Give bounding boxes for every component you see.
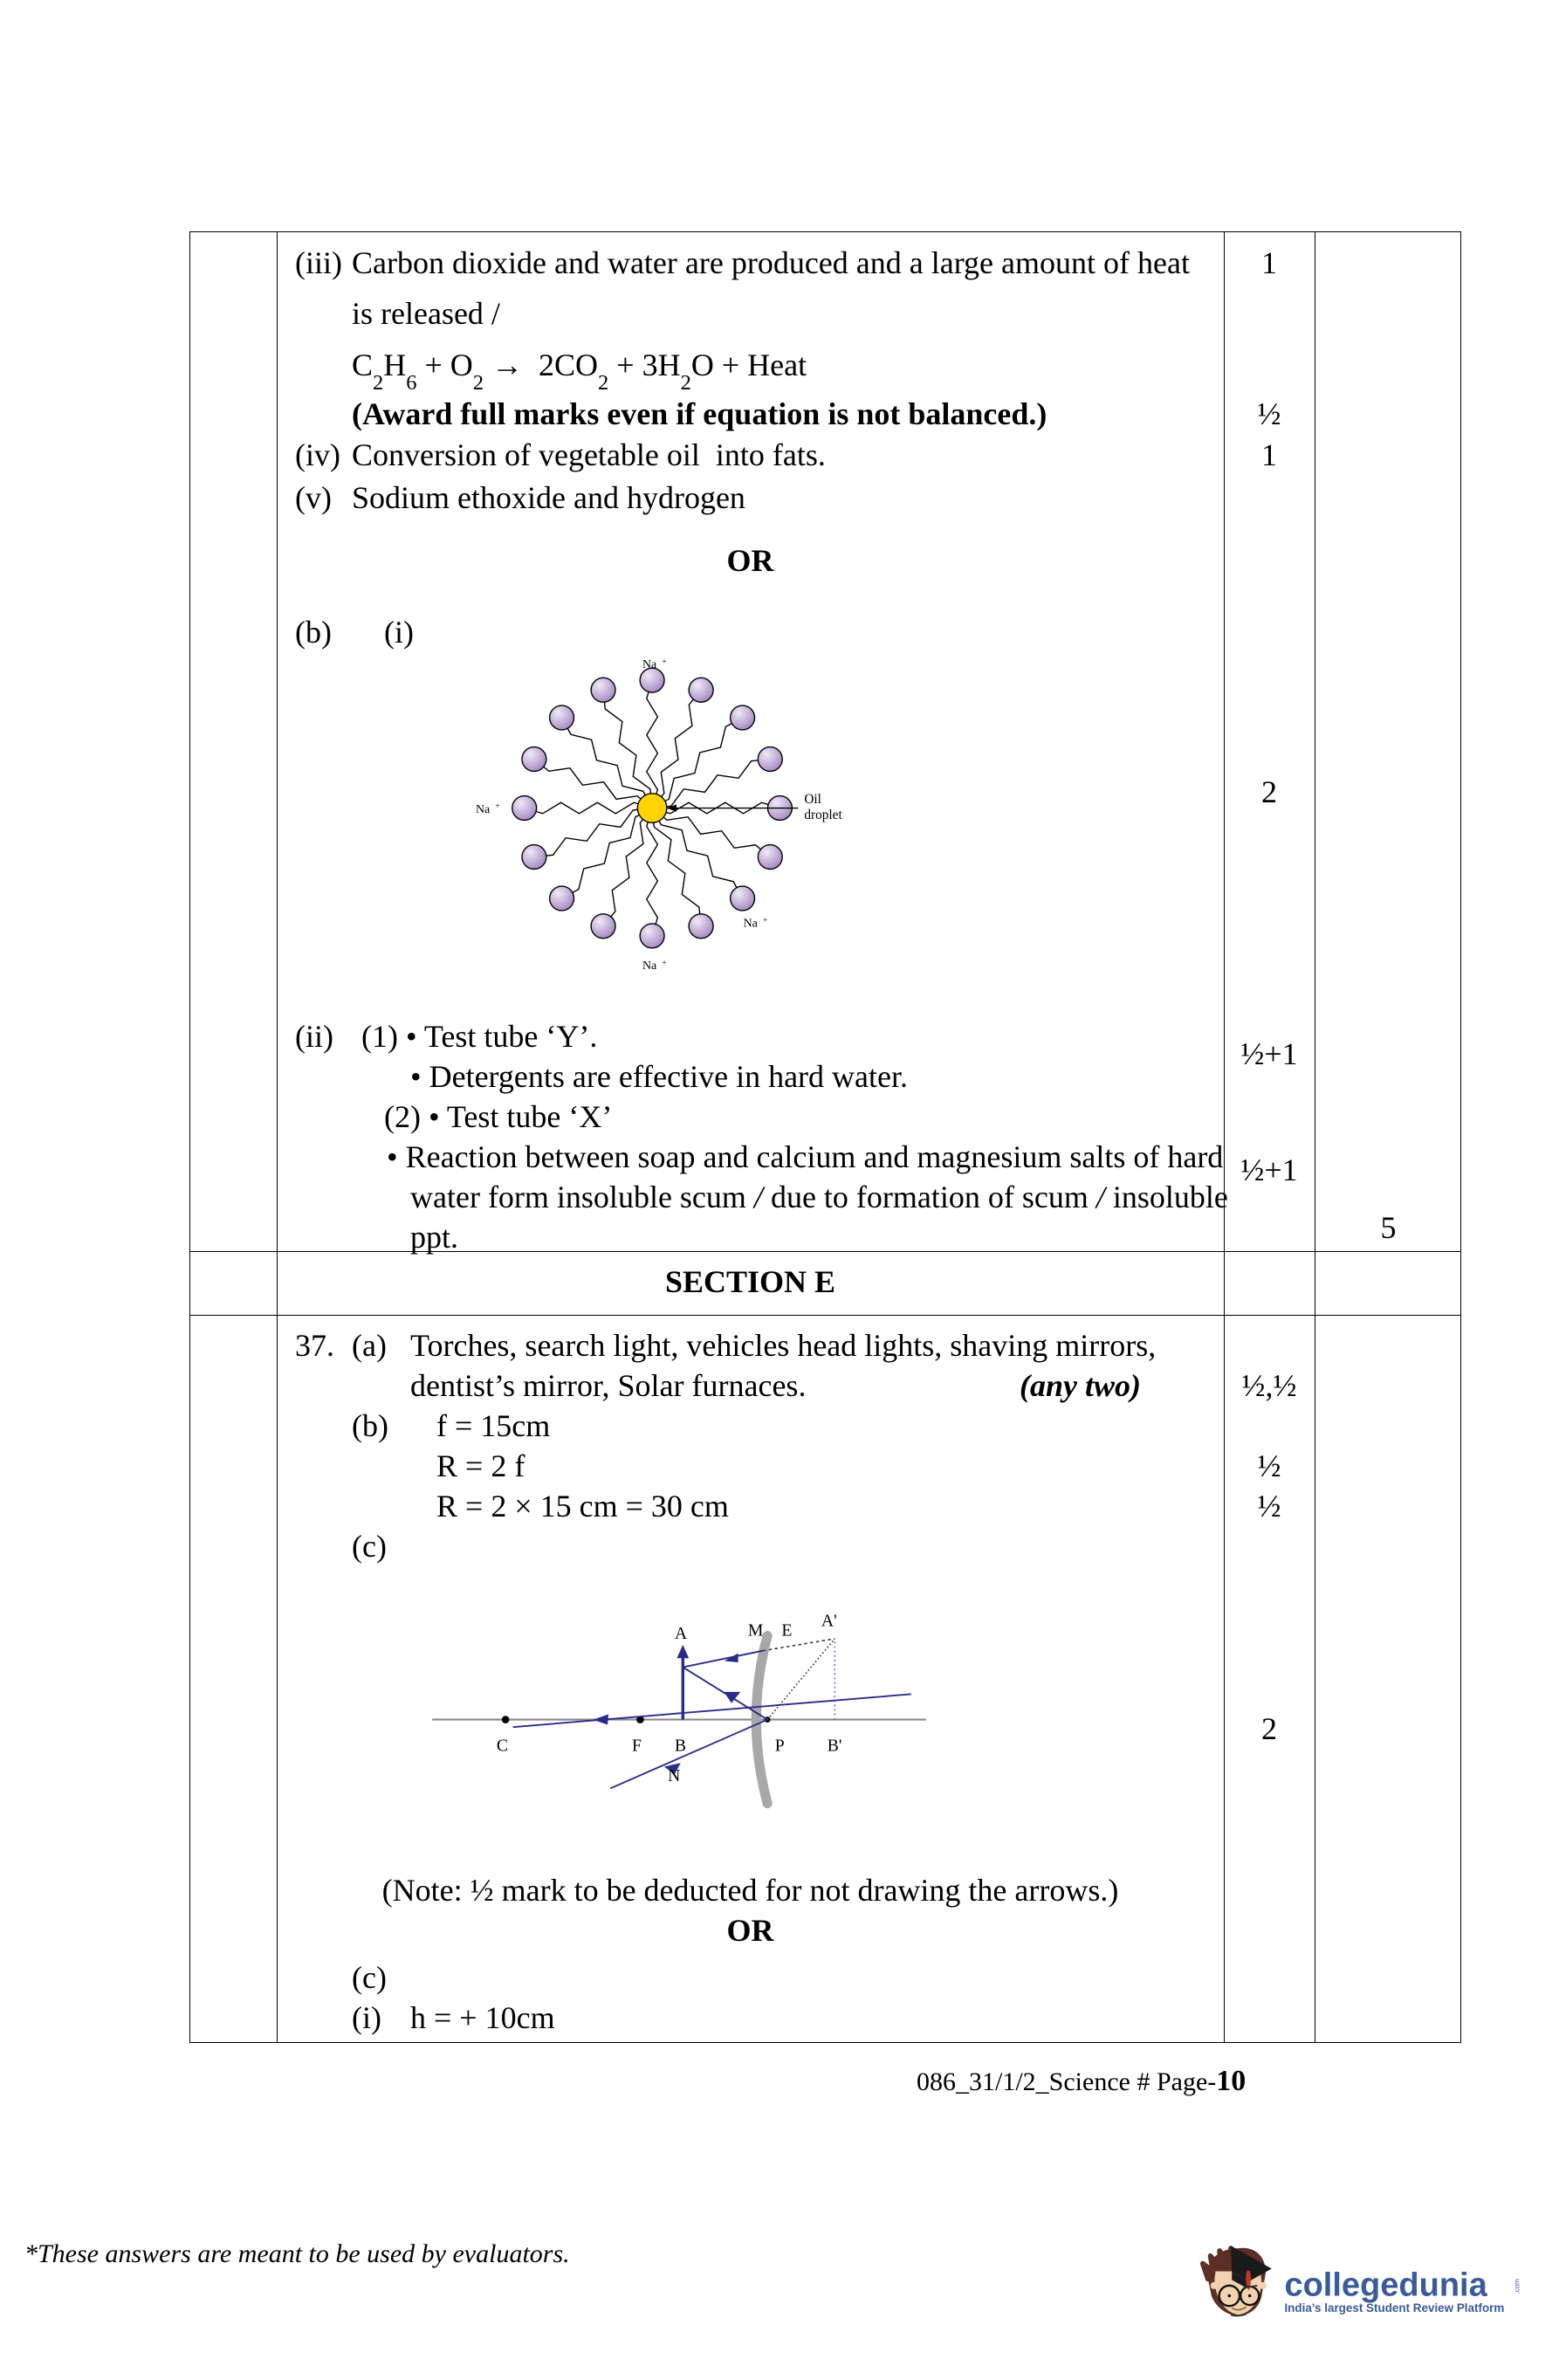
svg-text:+: + (662, 657, 667, 666)
svg-text:Na: Na (642, 960, 656, 973)
svg-text:Oil: Oil (804, 792, 821, 807)
svg-text:Na: Na (476, 803, 490, 816)
svg-text:India’s largest Student Review: India’s largest Student Review Platform (1284, 2301, 1504, 2315)
svg-text:B: B (675, 1737, 686, 1756)
svg-text:Na: Na (744, 917, 758, 930)
svg-text:+: + (662, 958, 667, 967)
svg-text:P: P (775, 1737, 785, 1756)
svg-text:+: + (763, 916, 768, 925)
svg-text:droplet: droplet (804, 808, 842, 822)
svg-text:Na: Na (642, 658, 656, 671)
svg-text:N: N (668, 1766, 680, 1785)
svg-text:A': A' (821, 1611, 837, 1630)
svg-text:collegedunia: collegedunia (1284, 2267, 1487, 2304)
svg-text:C: C (497, 1737, 508, 1756)
svg-text:+: + (495, 801, 500, 811)
svg-text:A: A (675, 1624, 688, 1643)
svg-text:M: M (748, 1621, 764, 1641)
svg-text:E: E (781, 1621, 792, 1641)
svg-text:B': B' (828, 1737, 842, 1756)
svg-text:.com: .com (1513, 2279, 1521, 2294)
svg-text:F: F (632, 1737, 642, 1756)
